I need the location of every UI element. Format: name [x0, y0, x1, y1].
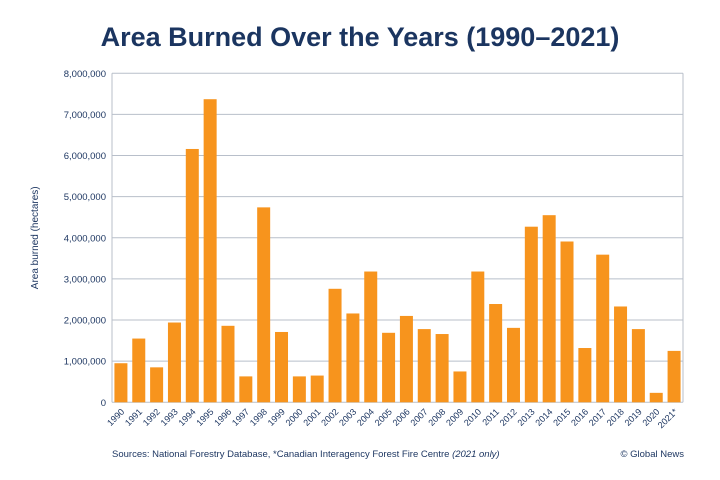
bar	[578, 348, 592, 403]
x-tick-label: 2001	[301, 407, 322, 428]
x-tick-label: 1994	[176, 407, 197, 428]
x-tick-label: 2004	[355, 407, 376, 428]
y-tick-label: 2,000,000	[64, 316, 106, 327]
y-tick-label: 7,000,000	[64, 110, 106, 121]
x-tick-label: 2008	[426, 407, 447, 428]
bar	[399, 315, 413, 403]
bar	[631, 329, 645, 403]
bar	[506, 327, 520, 403]
chart-title: Area Burned Over the Years (1990–2021)	[100, 22, 620, 52]
x-tick-label: 2003	[337, 407, 358, 428]
bar	[203, 99, 217, 403]
bar	[524, 226, 538, 403]
bar	[364, 271, 378, 403]
x-tick-label: 1992	[141, 407, 162, 428]
bar	[560, 241, 574, 403]
x-tick-label: 1998	[248, 407, 269, 428]
bar	[649, 392, 663, 403]
bar	[132, 338, 146, 403]
bar	[346, 313, 360, 403]
y-tick-label: 5,000,000	[64, 192, 106, 203]
y-tick-label: 6,000,000	[64, 151, 106, 162]
x-tick-label: 2014	[533, 407, 554, 428]
bar	[239, 376, 253, 403]
y-tick-label: 3,000,000	[64, 274, 106, 285]
x-tick-label: 2018	[605, 407, 626, 428]
x-tick-label: 2021*	[656, 406, 680, 430]
y-tick-label: 8,000,000	[64, 69, 106, 80]
x-tick-label: 2015	[551, 407, 572, 428]
bar	[221, 325, 235, 403]
sources-note: Sources: National Forestry Database, *Ca…	[112, 449, 500, 460]
x-tick-label: 1993	[159, 407, 180, 428]
sources-text: Sources: National Forestry Database, *Ca…	[112, 449, 453, 460]
x-tick-label: 2013	[516, 407, 537, 428]
bar	[257, 207, 271, 403]
bar	[167, 322, 181, 403]
x-tick-label: 2005	[373, 407, 394, 428]
bar	[417, 329, 431, 403]
x-tick-label: 2012	[498, 407, 519, 428]
bar	[114, 363, 128, 403]
bar	[292, 376, 306, 403]
y-axis-label: Area burned (hectares)	[30, 186, 41, 289]
x-tick-label: 2006	[391, 407, 412, 428]
x-tick-label: 1996	[212, 407, 233, 428]
bar	[382, 332, 396, 403]
y-tick-label: 4,000,000	[64, 233, 106, 244]
credit: © Global News	[620, 449, 685, 460]
bar	[275, 331, 289, 403]
x-tick-label: 1991	[123, 407, 144, 428]
bar	[185, 148, 199, 403]
bar	[614, 306, 628, 403]
x-tick-label: 2016	[569, 407, 590, 428]
bar	[328, 288, 342, 403]
x-tick-label: 2007	[408, 407, 429, 428]
bar	[542, 215, 556, 403]
x-tick-label: 2017	[587, 407, 608, 428]
sources-note-italic: (2021 only)	[452, 449, 500, 460]
bar	[667, 350, 681, 403]
bar	[310, 375, 324, 403]
y-tick-label: 1,000,000	[64, 357, 106, 368]
x-tick-label: 2010	[462, 407, 483, 428]
x-tick-label: 2019	[623, 407, 644, 428]
x-tick-label: 1999	[266, 407, 287, 428]
bar	[435, 334, 449, 403]
x-tick-label: 2011	[480, 407, 501, 428]
x-tick-label: 1995	[194, 407, 215, 428]
x-tick-label: 1990	[105, 407, 126, 428]
bar	[596, 254, 610, 403]
x-tick-label: 1997	[230, 407, 251, 428]
y-tick-label: 0	[101, 398, 106, 409]
x-tick-label: 2009	[444, 407, 465, 428]
x-tick-label: 2000	[284, 407, 305, 428]
bar	[489, 304, 503, 403]
bar	[471, 271, 485, 403]
x-tick-label: 2002	[319, 407, 340, 428]
bar	[150, 367, 164, 403]
bar	[453, 371, 467, 403]
